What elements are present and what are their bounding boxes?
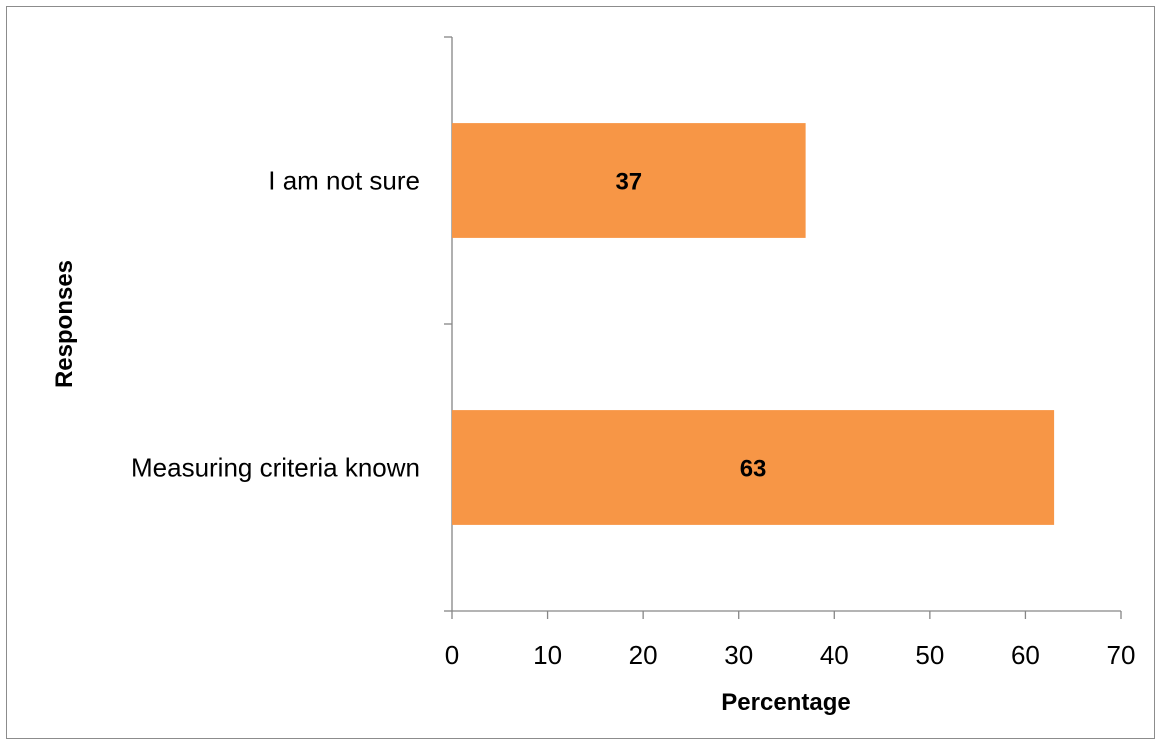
y-axis-title: Responses [51, 260, 78, 388]
data-label: 37 [615, 169, 642, 196]
x-tick-label: 10 [533, 640, 562, 670]
x-tick-label: 70 [1107, 640, 1136, 670]
category-label: Measuring criteria known [131, 453, 420, 483]
x-tick-label: 20 [629, 640, 658, 670]
x-tick-label: 50 [915, 640, 944, 670]
x-tick-label: 0 [445, 640, 459, 670]
category-label: I am not sure [268, 166, 420, 196]
labels: 0 10 20 30 40 50 60 70 63 Measuring criteria know… [131, 166, 1135, 671]
bar [452, 410, 1055, 525]
bars [452, 123, 1055, 525]
bar [452, 123, 806, 238]
x-tick-label: 40 [820, 640, 849, 670]
x-tick-label: 60 [1011, 640, 1040, 670]
x-tick-label: 30 [724, 640, 753, 670]
data-label: 63 [740, 456, 767, 483]
x-axis-title: Percentage [721, 689, 850, 716]
